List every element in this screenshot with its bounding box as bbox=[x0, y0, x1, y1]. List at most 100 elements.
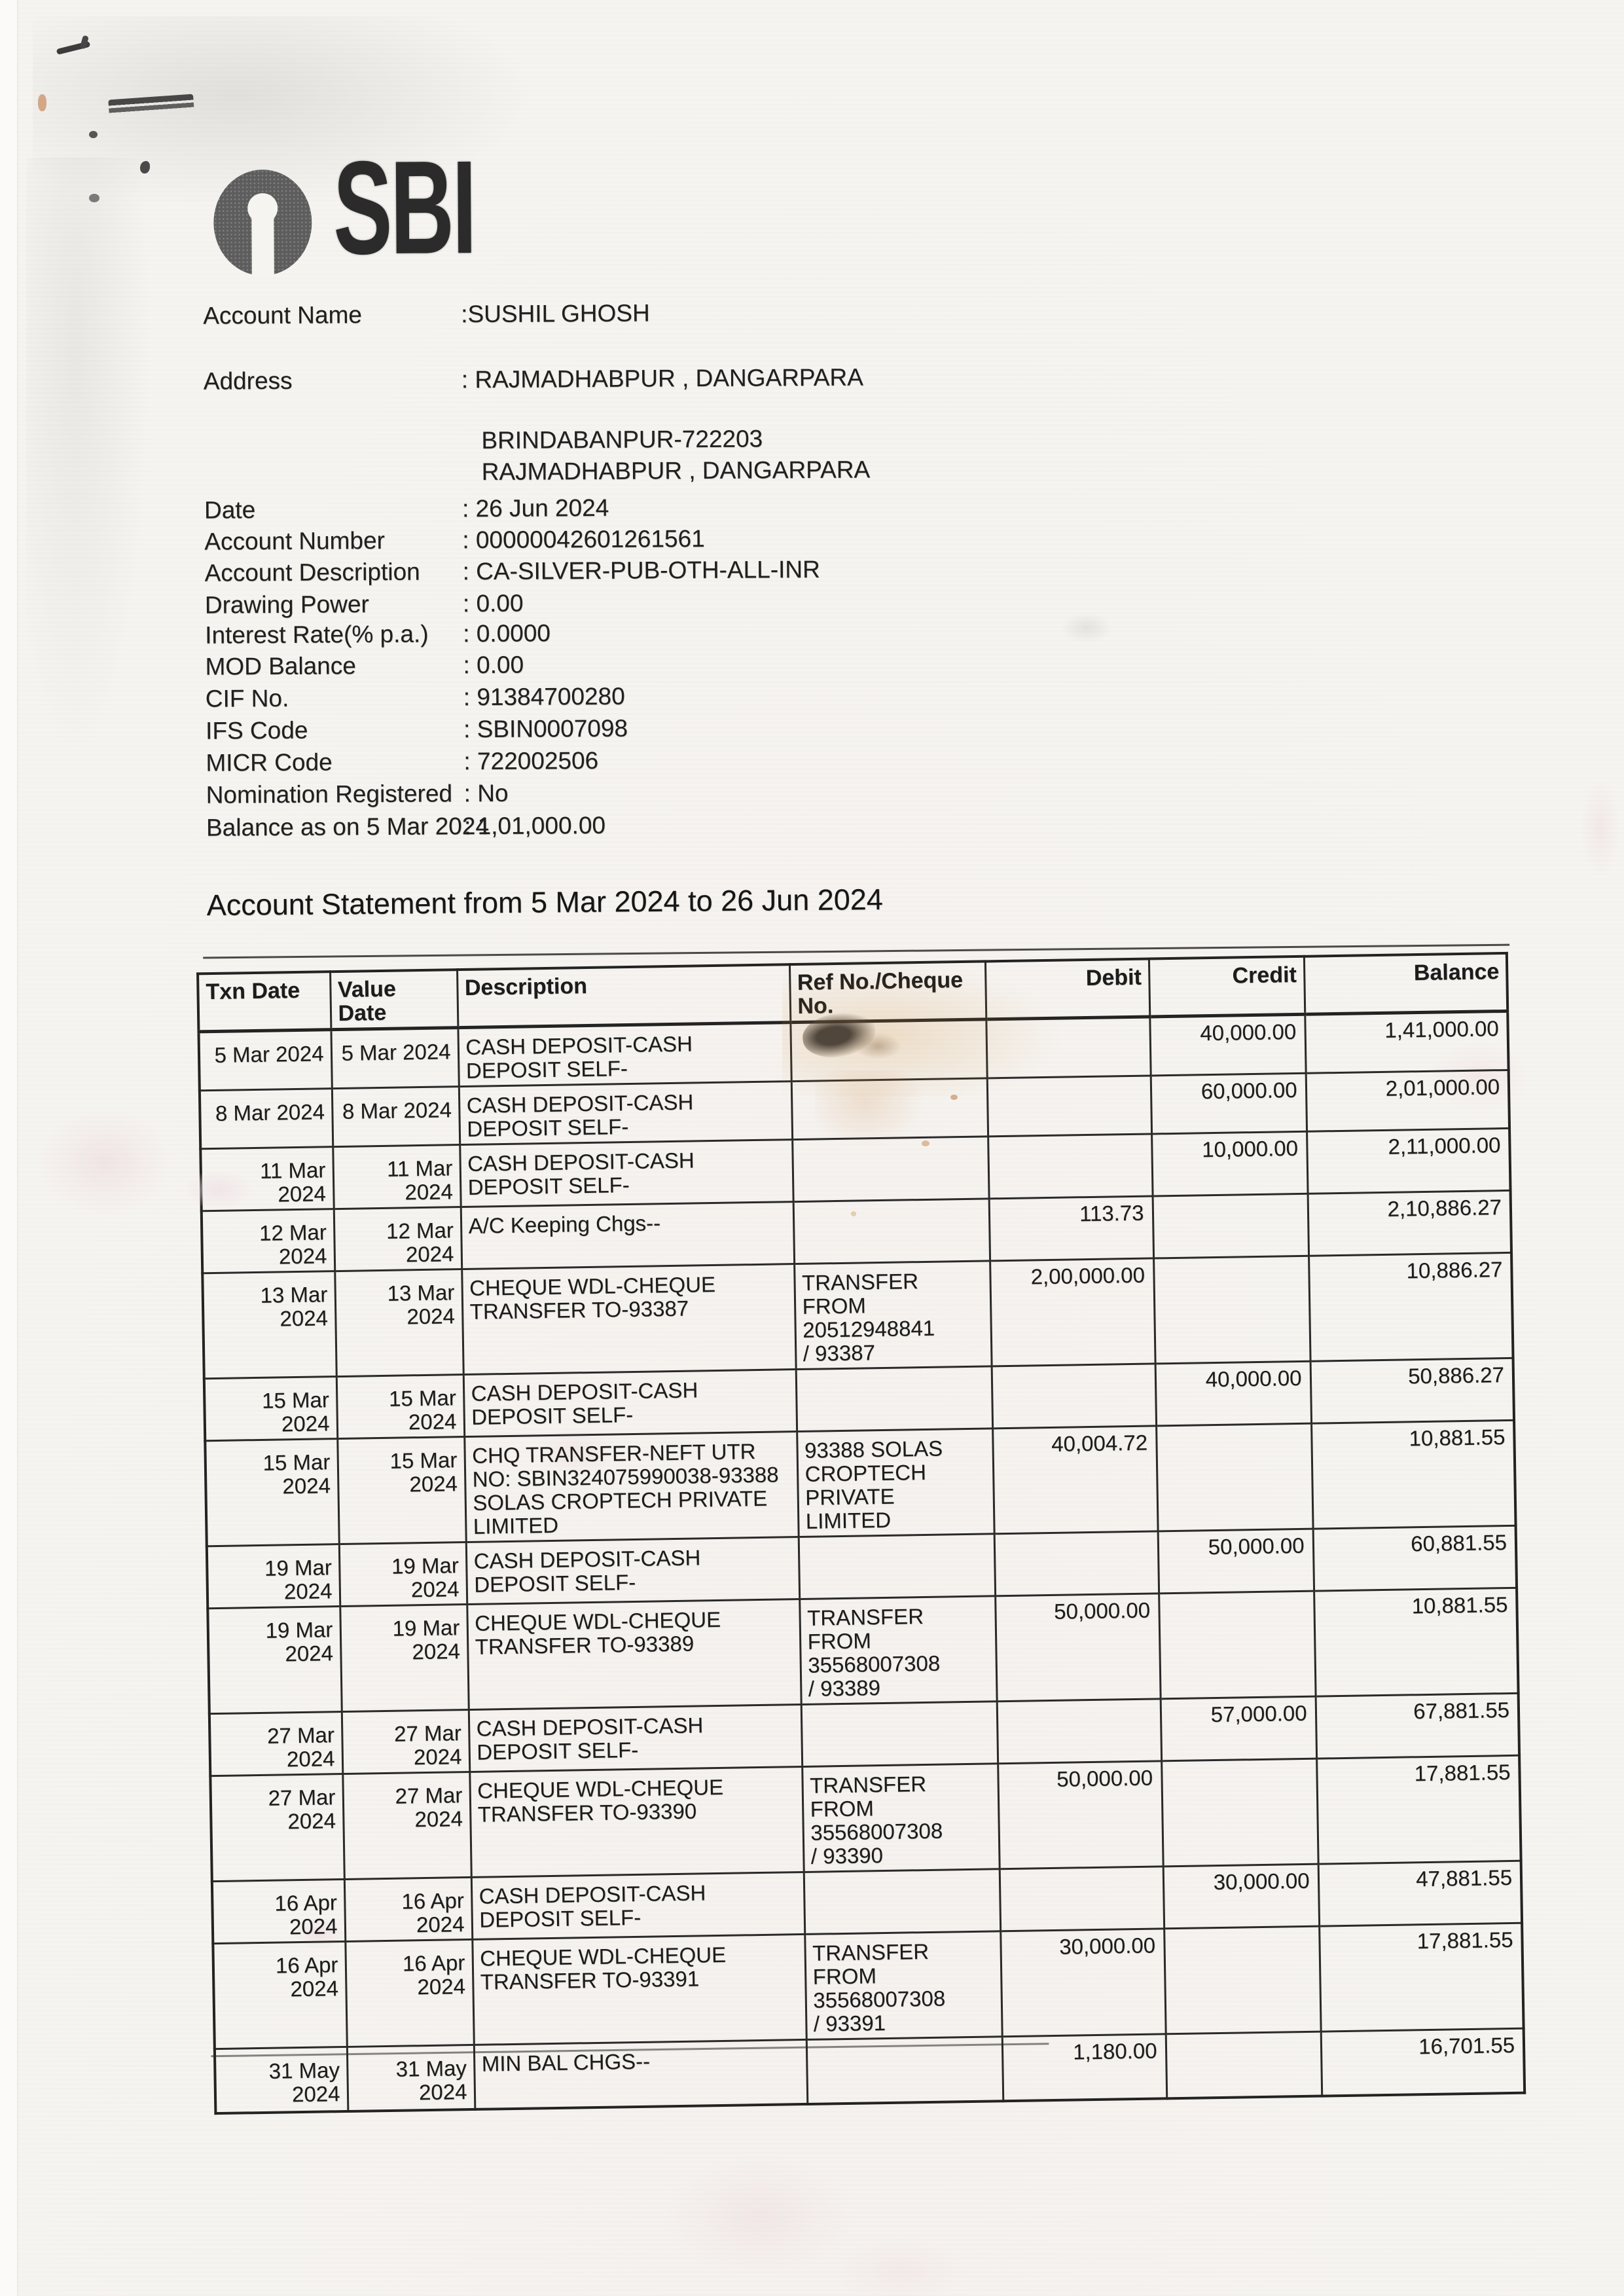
field-label: Account Description bbox=[204, 558, 420, 587]
cell-credit bbox=[1161, 1758, 1318, 1867]
field-value: RAJMADHABPUR , DANGARPARA bbox=[481, 456, 871, 486]
field-value: : SBIN0007098 bbox=[463, 714, 628, 743]
table-row: 19 Mar 2024 19 Mar 2024 CHEQUE WDL-CHEQU… bbox=[208, 1588, 1519, 1714]
sbi-logo bbox=[213, 169, 312, 276]
cell-credit bbox=[1156, 1423, 1313, 1531]
field-value: : 00000042601261561 bbox=[462, 524, 705, 554]
cell-value-date: 8 Mar 2024 bbox=[331, 1086, 460, 1147]
transactions-table: Txn Date Value Date Description Ref No./… bbox=[196, 951, 1526, 2115]
field-value: : RAJMADHABPUR , DANGARPARA bbox=[461, 363, 863, 393]
cell-debit: 40,004.72 bbox=[992, 1425, 1158, 1534]
cell-value-date: 27 Mar 2024 bbox=[341, 1709, 470, 1774]
field-value: : 0.0000 bbox=[463, 619, 551, 647]
cell-ref-no bbox=[803, 1868, 1001, 1935]
cell-ref-no bbox=[792, 1136, 989, 1202]
cell-debit bbox=[994, 1531, 1159, 1596]
header-value-date: Value Date bbox=[330, 970, 458, 1030]
cell-balance: 2,01,000.00 bbox=[1305, 1070, 1510, 1132]
cell-ref-no bbox=[793, 1198, 990, 1264]
field-value: : 0.00 bbox=[463, 651, 524, 679]
table-row: 16 Apr 2024 16 Apr 2024 CHEQUE WDL-CHEQU… bbox=[213, 1923, 1524, 2049]
cell-value-date: 16 Apr 2024 bbox=[345, 1939, 474, 2047]
field-label: Balance as on 5 Mar 2024 bbox=[206, 812, 490, 841]
cell-ref-no bbox=[790, 1019, 987, 1082]
cell-txn-date: 16 Apr 2024 bbox=[211, 1879, 346, 1944]
cell-ref-no: TRANSFER FROM 35568007308 / 93390 bbox=[802, 1763, 1000, 1872]
table-row: 27 Mar 2024 27 Mar 2024 CHEQUE WDL-CHEQU… bbox=[210, 1755, 1521, 1882]
cell-txn-date: 19 Mar 2024 bbox=[206, 1544, 340, 1609]
cell-value-date: 11 Mar 2024 bbox=[333, 1144, 461, 1209]
cell-description: CASH DEPOSIT-CASH DEPOSIT SELF- bbox=[458, 1081, 793, 1145]
cell-balance: 10,881.55 bbox=[1311, 1420, 1516, 1529]
header-txn-date: Txn Date bbox=[198, 972, 331, 1032]
cell-description: CASH DEPOSIT-CASH DEPOSIT SELF- bbox=[458, 1022, 791, 1087]
cell-description: CHEQUE WDL-CHEQUE TRANSFER TO-93391 bbox=[472, 1934, 806, 2045]
cell-credit bbox=[1164, 1926, 1321, 2034]
cell-balance: 60,881.55 bbox=[1312, 1525, 1517, 1592]
cell-debit bbox=[988, 1133, 1153, 1199]
table-row: 15 Mar 2024 15 Mar 2024 CHQ TRANSFER-NEF… bbox=[205, 1420, 1516, 1546]
header-credit: Credit bbox=[1148, 956, 1305, 1017]
cell-description: CHEQUE WDL-CHEQUE TRANSFER TO-93390 bbox=[469, 1766, 804, 1878]
field-label: MOD Balance bbox=[205, 652, 356, 680]
cell-balance: 16,701.55 bbox=[1320, 2028, 1525, 2096]
statement-title: Account Statement from 5 Mar 2024 to 26 … bbox=[206, 882, 884, 922]
cell-txn-date: 5 Mar 2024 bbox=[198, 1029, 332, 1091]
field-value: : No bbox=[463, 779, 509, 807]
cell-credit: 50,000.00 bbox=[1157, 1529, 1314, 1594]
field-value: : 0.00 bbox=[462, 589, 524, 617]
cell-value-date: 19 Mar 2024 bbox=[340, 1604, 469, 1712]
cell-txn-date: 27 Mar 2024 bbox=[210, 1774, 344, 1882]
cell-balance: 67,881.55 bbox=[1315, 1693, 1520, 1759]
cell-txn-date: 16 Apr 2024 bbox=[213, 1941, 347, 2049]
field-label: Address bbox=[203, 367, 293, 395]
cell-ref-no: 93388 SOLAS CROPTECH PRIVATE LIMITED bbox=[797, 1428, 994, 1537]
header-debit: Debit bbox=[984, 958, 1150, 1019]
cell-balance: 2,11,000.00 bbox=[1307, 1128, 1511, 1194]
cell-credit bbox=[1152, 1194, 1309, 1258]
field-label: CIF No. bbox=[205, 684, 289, 712]
cell-debit: 30,000.00 bbox=[1000, 1928, 1166, 2037]
cell-debit bbox=[986, 1075, 1152, 1137]
info-row-account-name: Account Name :SUSHIL GHOSH bbox=[0, 293, 1619, 333]
field-value: :SUSHIL GHOSH bbox=[461, 299, 650, 328]
sbi-logo-text: SBI bbox=[333, 133, 475, 282]
cell-credit bbox=[1159, 1591, 1316, 1699]
cell-credit: 10,000.00 bbox=[1151, 1131, 1308, 1196]
cell-value-date: 27 Mar 2024 bbox=[342, 1772, 471, 1880]
cell-ref-no bbox=[798, 1533, 996, 1599]
info-row-opening-balance: Balance as on 5 Mar 2024 : 1,01,000.00 bbox=[0, 805, 1622, 845]
cell-ref-no: TRANSFER FROM 20512948841 / 93387 bbox=[794, 1260, 992, 1370]
cell-txn-date: 15 Mar 2024 bbox=[205, 1438, 339, 1546]
cell-balance: 10,881.55 bbox=[1314, 1588, 1519, 1697]
keyhole-stem bbox=[251, 217, 274, 276]
field-label: Account Name bbox=[203, 301, 363, 329]
cell-description: A/C Keeping Chgs-- bbox=[460, 1201, 795, 1269]
sbi-keyhole-icon bbox=[213, 169, 312, 276]
cell-description: CASH DEPOSIT-CASH DEPOSIT SELF- bbox=[471, 1872, 805, 1940]
cell-description: CASH DEPOSIT-CASH DEPOSIT SELF- bbox=[468, 1704, 803, 1772]
cell-balance: 50,886.27 bbox=[1310, 1358, 1515, 1424]
cell-txn-date: 13 Mar 2024 bbox=[202, 1271, 336, 1379]
cell-value-date: 5 Mar 2024 bbox=[331, 1027, 459, 1089]
cell-debit bbox=[999, 1866, 1164, 1931]
cell-debit: 2,00,000.00 bbox=[990, 1258, 1155, 1366]
transactions-table-wrapper: Txn Date Value Date Description Ref No./… bbox=[196, 951, 1526, 2115]
cell-txn-date: 11 Mar 2024 bbox=[200, 1146, 334, 1211]
field-value: : 1,01,000.00 bbox=[463, 811, 606, 840]
cell-description: CASH DEPOSIT-CASH DEPOSIT SELF- bbox=[463, 1369, 797, 1437]
cell-debit: 50,000.00 bbox=[995, 1593, 1161, 1702]
cell-ref-no: TRANSFER FROM 35568007308 / 93389 bbox=[799, 1595, 997, 1705]
info-row-address: Address : RAJMADHABPUR , DANGARPARA bbox=[0, 358, 1619, 398]
cell-txn-date: 12 Mar 2024 bbox=[201, 1209, 335, 1273]
cell-ref-no: TRANSFER FROM 35568007308 / 93391 bbox=[804, 1931, 1002, 2040]
cell-value-date: 13 Mar 2024 bbox=[334, 1269, 463, 1377]
cell-credit: 40,000.00 bbox=[1149, 1014, 1306, 1076]
cell-credit: 60,000.00 bbox=[1150, 1073, 1307, 1134]
cell-debit bbox=[986, 1017, 1151, 1078]
field-value: : 26 Jun 2024 bbox=[461, 494, 609, 522]
field-label: Interest Rate(% p.a.) bbox=[205, 620, 429, 649]
cell-credit: 40,000.00 bbox=[1155, 1361, 1312, 1426]
field-label: Drawing Power bbox=[204, 591, 369, 619]
cell-description: CASH DEPOSIT-CASH DEPOSIT SELF- bbox=[460, 1139, 793, 1207]
